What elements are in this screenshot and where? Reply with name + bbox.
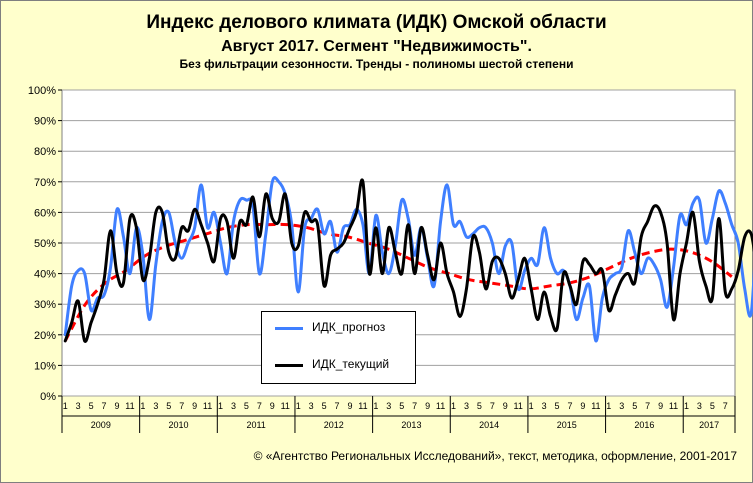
- x-month-label: 1: [684, 401, 689, 411]
- x-month-label: 3: [386, 401, 391, 411]
- x-month-label: 3: [153, 401, 158, 411]
- x-month-label: 5: [632, 401, 637, 411]
- x-year-label: 2013: [401, 420, 421, 430]
- legend-label-current: ИДК_текущий: [312, 357, 390, 371]
- x-month-label: 3: [619, 401, 624, 411]
- x-month-label: 9: [503, 401, 508, 411]
- x-month-label: 11: [358, 401, 367, 411]
- x-month-label: 9: [347, 401, 352, 411]
- x-axis: 1 3 5 7 9 11 1 3 5 7 9 11 1 3 5 7 9 11 1 3 5 7 9 11 1 3 5 7 9 11 1 3 5 7 9…: [61, 396, 736, 433]
- x-month-label: 1: [606, 401, 611, 411]
- y-tick-label: 90%: [34, 116, 56, 128]
- x-month-label: 5: [244, 401, 249, 411]
- x-month-label: 5: [710, 401, 715, 411]
- series-current-line: [63, 178, 753, 343]
- x-month-label: 5: [555, 401, 560, 411]
- x-year-label: 2009: [91, 420, 111, 430]
- x-year-label: 2010: [168, 420, 188, 430]
- x-month-label: 5: [322, 401, 327, 411]
- x-month-label: 1: [373, 401, 378, 411]
- x-month-label: 9: [658, 401, 663, 411]
- x-year-label: 2015: [557, 420, 577, 430]
- x-month-label: 7: [645, 401, 650, 411]
- x-month-label: 1: [451, 401, 456, 411]
- x-month-label: 11: [125, 401, 134, 411]
- x-month-label: 9: [114, 401, 119, 411]
- x-month-label: 3: [464, 401, 469, 411]
- x-month-label: 9: [580, 401, 585, 411]
- x-year-label: 2017: [699, 420, 719, 430]
- y-tick-label: 10%: [34, 360, 56, 372]
- legend-swatch-current: [275, 364, 303, 367]
- y-tick-label: 100%: [28, 85, 56, 97]
- x-month-label: 11: [203, 401, 212, 411]
- legend: ИДК_прогноз ИДК_текущий: [261, 311, 416, 384]
- x-month-label: 7: [179, 401, 184, 411]
- legend-label-forecast: ИДК_прогноз: [312, 320, 386, 334]
- y-tick-label: 20%: [34, 330, 56, 342]
- series-layer: [63, 175, 753, 343]
- chart-subtitle: Август 2017. Сегмент "Недвижимость".: [221, 38, 532, 55]
- legend-item-forecast: ИДК_прогноз: [262, 318, 415, 338]
- x-month-label: 7: [567, 401, 572, 411]
- x-month-label: 1: [529, 401, 534, 411]
- x-month-label: 9: [270, 401, 275, 411]
- x-month-label: 7: [490, 401, 495, 411]
- x-month-label: 3: [76, 401, 81, 411]
- x-month-label: 3: [231, 401, 236, 411]
- x-year-label: 2016: [634, 420, 654, 430]
- y-tick-label: 60%: [34, 207, 56, 219]
- x-month-label: 1: [63, 401, 68, 411]
- x-month-label: 7: [723, 401, 728, 411]
- x-month-label: 1: [296, 401, 301, 411]
- x-month-label: 11: [436, 401, 445, 411]
- x-month-label: 1: [140, 401, 145, 411]
- x-month-label: 7: [335, 401, 340, 411]
- x-year-label: 2012: [324, 420, 344, 430]
- x-month-label: 3: [309, 401, 314, 411]
- x-month-label: 5: [477, 401, 482, 411]
- y-tick-label: 50%: [34, 238, 56, 250]
- legend-item-current: ИДК_текущий: [262, 355, 415, 375]
- y-tick-label: 40%: [34, 269, 56, 281]
- x-month-label: 5: [166, 401, 171, 411]
- series-trend-line: [63, 222, 733, 342]
- x-month-label: 11: [281, 401, 290, 411]
- x-month-label: 3: [542, 401, 547, 411]
- y-tick-label: 0%: [40, 391, 56, 403]
- x-year-label: 2011: [246, 420, 265, 430]
- y-tick-label: 80%: [34, 146, 56, 158]
- chart-note: Без фильтрации сезонности. Тренды - поли…: [179, 57, 574, 71]
- x-month-label: 1: [218, 401, 223, 411]
- x-month-label: 9: [425, 401, 430, 411]
- x-month-label: 11: [669, 401, 678, 411]
- x-month-label: 5: [89, 401, 94, 411]
- x-month-label: 7: [412, 401, 417, 411]
- y-axis-labels: 0% 10% 20% 30% 40% 50% 60% 70% 80% 90% 100%: [28, 85, 56, 403]
- x-month-label: 7: [102, 401, 107, 411]
- x-month-label: 3: [697, 401, 702, 411]
- x-year-label: 2014: [479, 420, 499, 430]
- x-month-label: 9: [192, 401, 197, 411]
- y-tick-label: 70%: [34, 177, 56, 189]
- x-month-label: 11: [514, 401, 523, 411]
- legend-swatch-forecast: [275, 327, 303, 330]
- x-month-label: 7: [257, 401, 262, 411]
- y-tick-label: 30%: [34, 299, 56, 311]
- x-month-label: 11: [591, 401, 600, 411]
- copyright-footer: © «Агентство Региональных Исследований»,…: [253, 449, 737, 463]
- chart-title: Индекс делового климата (ИДК) Омской обл…: [146, 12, 607, 33]
- x-month-label: 5: [399, 401, 404, 411]
